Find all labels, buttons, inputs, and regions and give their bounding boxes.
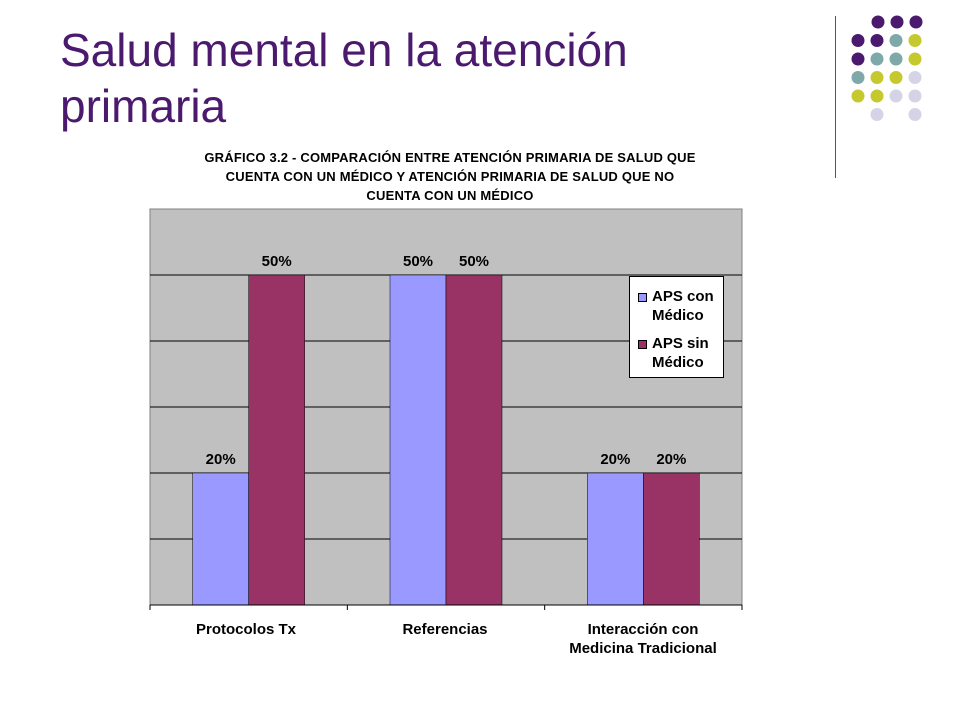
data-label-series-1-category-2: 50%	[403, 253, 433, 270]
decorative-dot	[851, 52, 865, 66]
decorative-dot	[851, 89, 865, 103]
decorative-dot	[889, 89, 903, 103]
decorative-dot	[870, 108, 884, 121]
chart-title-line-3: CUENTA CON UN MÉDICO	[366, 188, 534, 203]
category-label-interaccion-medicina-tradicional: Interacción con Medicina Tradicional	[569, 621, 717, 657]
legend-swatch-aps-con-medico	[638, 293, 647, 302]
category-label-referencias: Referencias	[402, 621, 488, 638]
data-label-series-1-category-3: 20%	[600, 451, 630, 468]
slide-title-line-2: primaria	[60, 80, 227, 132]
legend-label-aps-con-medico: APS con Médico	[652, 288, 714, 324]
data-label-series-2-category-2: 50%	[459, 253, 489, 270]
decorative-dot	[870, 89, 884, 103]
decorative-dot	[889, 71, 903, 84]
bar-series-2-category-1	[248, 274, 305, 606]
data-label-series-2-category-3: 20%	[656, 451, 686, 468]
slide-title: Salud mental en la atención primaria	[60, 22, 800, 134]
decorative-dot	[889, 52, 903, 66]
decorative-divider	[835, 16, 836, 178]
decorative-dot	[870, 52, 884, 66]
chart-title: GRÁFICO 3.2 - COMPARACIÓN ENTRE ATENCIÓN…	[150, 148, 750, 205]
data-label-series-1-category-1: 20%	[206, 451, 236, 468]
decorative-dot	[871, 15, 885, 29]
decorative-dot	[908, 71, 922, 84]
decorative-dot	[908, 34, 922, 47]
bar-series-1-category-2	[389, 274, 447, 606]
decorative-dot	[889, 34, 903, 47]
chart-title-line-1: GRÁFICO 3.2 - COMPARACIÓN ENTRE ATENCIÓN…	[204, 150, 696, 165]
decorative-dot	[909, 15, 923, 29]
legend-swatch-aps-sin-medico	[638, 340, 647, 349]
decorative-dot	[890, 15, 904, 29]
decorative-dot	[908, 89, 922, 103]
slide-title-line-1: Salud mental en la atención	[60, 24, 628, 76]
decorative-dot	[908, 108, 922, 121]
decorative-dot	[851, 71, 865, 84]
legend-label-aps-sin-medico: APS sin Médico	[652, 335, 709, 371]
decorative-dot	[908, 52, 922, 66]
decorative-dot	[851, 34, 865, 47]
decorative-dot	[870, 71, 884, 84]
bar-series-1-category-3	[587, 472, 644, 606]
data-label-series-2-category-1: 50%	[262, 253, 292, 270]
bar-series-2-category-2	[445, 274, 503, 606]
chart-legend: APS con Médico APS sin Médico	[629, 276, 724, 378]
bar-series-2-category-3	[643, 472, 700, 606]
chart-title-line-2: CUENTA CON UN MÉDICO Y ATENCIÓN PRIMARIA…	[225, 169, 675, 184]
category-label-protocolos-tx: Protocolos Tx	[195, 621, 296, 638]
bar-series-1-category-1	[192, 472, 249, 606]
decorative-dot	[870, 34, 884, 47]
